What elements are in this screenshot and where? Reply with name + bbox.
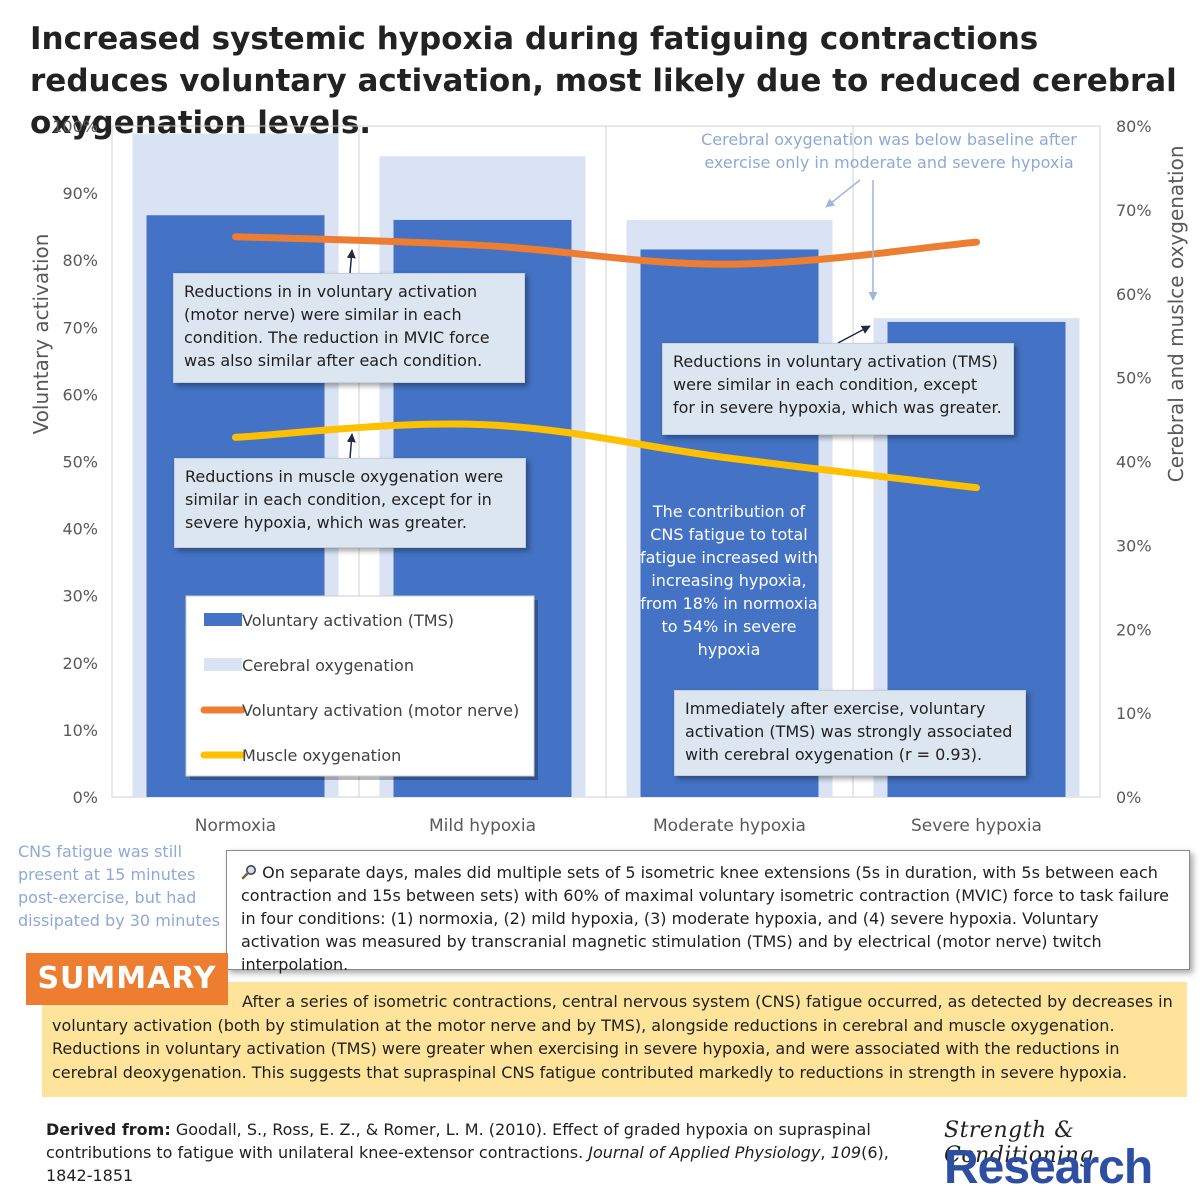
legend-label: Muscle oxygenation — [242, 746, 401, 765]
tms-callout: Reductions in voluntary activation (TMS)… — [662, 343, 1014, 435]
summary-text: After a series of isometric contractions… — [52, 992, 1173, 1082]
method-box: On separate days, males did multiple set… — [226, 850, 1190, 974]
right-axis-tick-label: 40% — [1116, 453, 1152, 472]
left-axis-tick-label: 100% — [52, 117, 98, 136]
left-axis-tick-label: 60% — [62, 385, 98, 404]
citation-label: Derived from: — [46, 1120, 171, 1139]
cns-fatigue-contribution-note: The contribution of CNS fatigue to total… — [639, 502, 818, 659]
legend-label: Voluntary activation (TMS) — [242, 611, 454, 630]
right-axis-tick-label: 0% — [1116, 788, 1141, 807]
right-axis-tick-label: 60% — [1116, 285, 1152, 304]
left-axis-tick-label: 0% — [73, 788, 98, 807]
citation-journal: Journal of Applied Physiology — [588, 1143, 821, 1162]
right-axis-tick-label: 10% — [1116, 704, 1152, 723]
page-title: Increased systemic hypoxia during fatigu… — [30, 21, 1177, 141]
voluntary-activation-motor-nerve-line — [232, 233, 980, 268]
left-axis-tick-label: 10% — [62, 721, 98, 740]
legend-label: Cerebral oxygenation — [242, 656, 414, 675]
right-axis-tick-label: 80% — [1116, 117, 1152, 136]
cerebral-oxygenation-note: Cerebral oxygenation was below baseline … — [701, 130, 1077, 172]
left-axis-tick-label: 70% — [62, 318, 98, 337]
summary-panel — [42, 982, 1187, 1097]
citation: Derived from: Goodall, S., Ross, E. Z., … — [46, 1120, 889, 1185]
right-axis-tick-label: 50% — [1116, 369, 1152, 388]
right-axis-tick-label: 70% — [1116, 201, 1152, 220]
left-axis-tick-label: 50% — [62, 453, 98, 472]
left-axis-label: Voluntary activation — [29, 234, 53, 435]
correlation-callout: Immediately after exercise, voluntary ac… — [674, 690, 1026, 776]
citation-authors: Goodall, S., Ross, E. Z., & Romer, L. M.… — [46, 1120, 871, 1162]
left-axis-tick-label: 20% — [62, 654, 98, 673]
legend-swatch — [204, 658, 242, 671]
left-axis-tick-label: 90% — [62, 184, 98, 203]
right-axis-label: Cerebral and muslce oxygenation — [1164, 145, 1188, 482]
category-label: Moderate hypoxia — [653, 816, 806, 836]
category-label: Mild hypoxia — [429, 816, 536, 836]
muscle-oxygenation-line — [232, 420, 980, 492]
legend-label: Voluntary activation (motor nerve) — [242, 701, 519, 720]
left-axis-tick-label: 80% — [62, 251, 98, 270]
legend-box — [185, 595, 535, 777]
citation-issue-pages: (6), 1842-1851 — [46, 1143, 889, 1185]
logo-script-text: Strength & Conditioning — [944, 1118, 1094, 1168]
category-label: Normoxia — [195, 816, 276, 836]
right-axis-tick-label: 30% — [1116, 536, 1152, 555]
category-label: Severe hypoxia — [911, 816, 1042, 836]
method-text: On separate days, males did multiple set… — [241, 863, 1170, 974]
motor-nerve-callout: Reductions in in voluntary activation (m… — [173, 273, 525, 383]
tms-arrow — [837, 325, 871, 344]
muscle-oxygenation-callout: Reductions in muscle oxygenation were si… — [174, 458, 526, 548]
left-axis-tick-label: 40% — [62, 520, 98, 539]
cerebral-moderate-arrow — [825, 179, 861, 208]
legend-swatch — [204, 613, 242, 626]
motor-nerve-arrow — [346, 249, 356, 274]
logo-main-text: Research — [944, 1141, 1153, 1194]
magnifier-icon — [241, 863, 257, 880]
right-axis-tick-label: 20% — [1116, 620, 1152, 639]
left-axis-tick-label: 30% — [62, 587, 98, 606]
cns-persistence-note: CNS fatigue was still present at 15 minu… — [18, 842, 220, 930]
summary-label: SUMMARY — [26, 953, 228, 1005]
muscle-oxygenation-arrow — [346, 433, 356, 459]
citation-volume: 109 — [830, 1143, 862, 1162]
